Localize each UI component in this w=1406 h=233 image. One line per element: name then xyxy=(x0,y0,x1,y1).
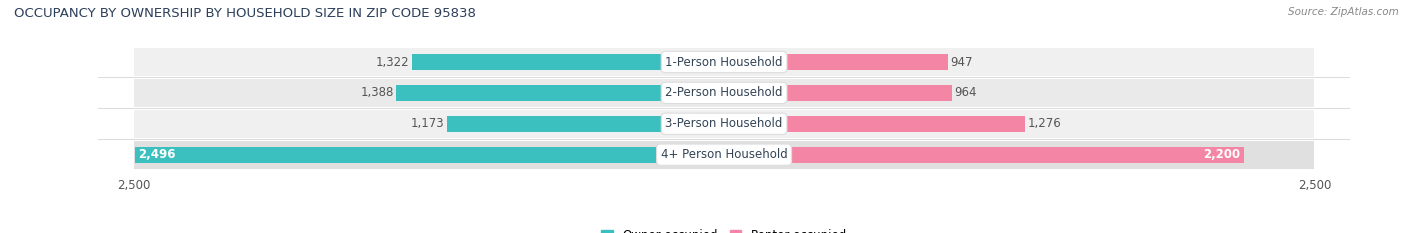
Bar xyxy=(724,85,952,101)
Bar xyxy=(724,54,948,70)
Text: Source: ZipAtlas.com: Source: ZipAtlas.com xyxy=(1288,7,1399,17)
Text: 1,173: 1,173 xyxy=(411,117,444,130)
Text: 1-Person Household: 1-Person Household xyxy=(665,55,783,69)
Text: 4+ Person Household: 4+ Person Household xyxy=(661,148,787,161)
Bar xyxy=(135,147,724,163)
Bar xyxy=(396,85,724,101)
Text: 1,388: 1,388 xyxy=(361,86,394,99)
Text: 2-Person Household: 2-Person Household xyxy=(665,86,783,99)
Text: 1,276: 1,276 xyxy=(1028,117,1062,130)
Text: 947: 947 xyxy=(950,55,973,69)
Text: 1,322: 1,322 xyxy=(375,55,409,69)
Legend: Owner-occupied, Renter-occupied: Owner-occupied, Renter-occupied xyxy=(600,229,848,233)
Bar xyxy=(134,79,1315,107)
Bar xyxy=(134,48,1315,76)
Bar xyxy=(447,116,724,132)
Bar xyxy=(412,54,724,70)
Bar xyxy=(134,141,1315,168)
Bar xyxy=(134,110,1315,138)
Bar xyxy=(724,147,1243,163)
Text: 2,496: 2,496 xyxy=(138,148,176,161)
Text: 964: 964 xyxy=(955,86,977,99)
Text: 3-Person Household: 3-Person Household xyxy=(665,117,783,130)
Text: OCCUPANCY BY OWNERSHIP BY HOUSEHOLD SIZE IN ZIP CODE 95838: OCCUPANCY BY OWNERSHIP BY HOUSEHOLD SIZE… xyxy=(14,7,477,20)
Text: 2,200: 2,200 xyxy=(1204,148,1240,161)
Bar xyxy=(724,116,1025,132)
